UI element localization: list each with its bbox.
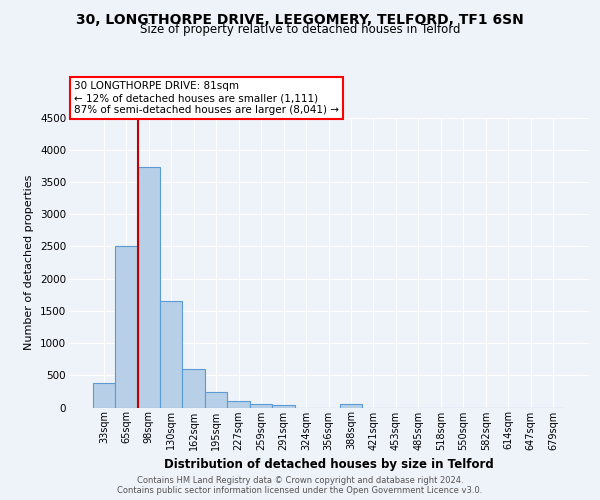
Bar	[205, 392, 227, 407]
Bar	[227, 401, 250, 407]
Text: Contains public sector information licensed under the Open Government Licence v3: Contains public sector information licen…	[118, 486, 482, 495]
Text: 30, LONGTHORPE DRIVE, LEEGOMERY, TELFORD, TF1 6SN: 30, LONGTHORPE DRIVE, LEEGOMERY, TELFORD…	[76, 12, 524, 26]
Bar	[92, 384, 115, 407]
Bar	[137, 167, 160, 408]
Bar	[115, 246, 137, 408]
X-axis label: Distribution of detached houses by size in Telford: Distribution of detached houses by size …	[164, 458, 493, 471]
Y-axis label: Number of detached properties: Number of detached properties	[25, 175, 34, 350]
Bar	[160, 301, 182, 408]
Text: Size of property relative to detached houses in Telford: Size of property relative to detached ho…	[140, 24, 460, 36]
Text: 30 LONGTHORPE DRIVE: 81sqm
← 12% of detached houses are smaller (1,111)
87% of s: 30 LONGTHORPE DRIVE: 81sqm ← 12% of deta…	[74, 82, 339, 114]
Text: Contains HM Land Registry data © Crown copyright and database right 2024.: Contains HM Land Registry data © Crown c…	[137, 476, 463, 485]
Bar	[250, 404, 272, 407]
Bar	[272, 404, 295, 407]
Bar	[340, 404, 362, 407]
Bar	[182, 369, 205, 408]
